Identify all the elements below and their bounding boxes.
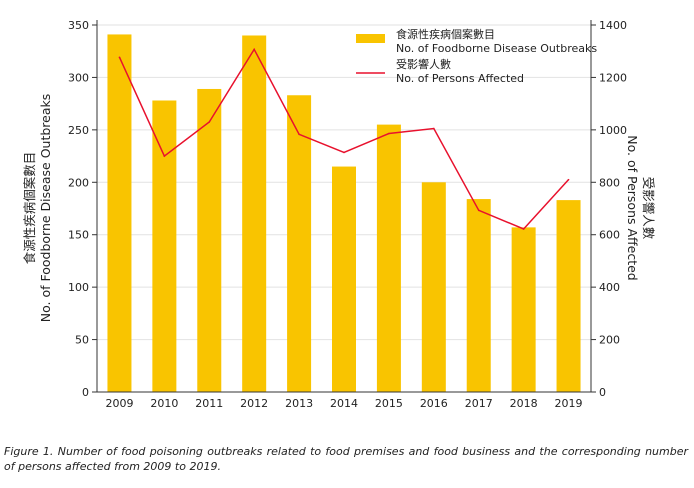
left-tick-label: 0 (82, 386, 89, 399)
right-tick-label: 600 (599, 229, 620, 242)
x-tick-label: 2013 (285, 397, 313, 410)
left-tick-label: 150 (68, 229, 89, 242)
x-tick-label: 2019 (555, 397, 583, 410)
legend-bar-label-zh: 食源性疾病個案數目 (396, 27, 495, 41)
right-tick-label: 0 (599, 386, 606, 399)
left-tick-label: 50 (75, 334, 89, 347)
line-point-2015 (388, 132, 390, 135)
x-tick-label: 2014 (330, 397, 358, 410)
bar-2011 (197, 88, 222, 392)
legend-line-label-zh: 受影響人數 (396, 57, 451, 71)
figure-caption: Figure 1. Number of food poisoning outbr… (4, 445, 688, 473)
bar-2016 (421, 182, 446, 392)
legend-bar-label-en: No. of Foodborne Disease Outbreaks (396, 42, 597, 55)
bar-2015 (376, 124, 401, 392)
right-axis-label-en: No. of Persons Affected (625, 135, 640, 281)
left-tick-label: 350 (68, 19, 89, 32)
right-tick-label: 800 (599, 176, 620, 189)
left-axis-label-zh: 食源性疾病個案數目 (22, 152, 37, 265)
legend-bar-swatch (356, 34, 385, 43)
right-axis-label-zh: 受影響人數 (641, 177, 656, 240)
x-tick-label: 2017 (465, 397, 493, 410)
left-tick-label: 200 (68, 176, 89, 189)
line-point-2013 (298, 133, 300, 136)
bar-2019 (556, 200, 581, 392)
line-point-2018 (522, 228, 525, 230)
right-tick-label: 1200 (599, 71, 627, 84)
x-tick-label: 2015 (375, 397, 403, 410)
x-tick-label: 2011 (195, 397, 223, 410)
bar-2009 (107, 34, 132, 393)
bar-2018 (511, 227, 536, 392)
line-point-2012 (253, 48, 255, 51)
legend: 食源性疾病個案數目 No. of Foodborne Disease Outbr… (356, 27, 597, 85)
x-tick-label: 2018 (510, 397, 538, 410)
left-axis-label-en: No. of Foodborne Disease Outbreaks (38, 94, 53, 323)
left-tick-label: 300 (68, 71, 89, 84)
x-tick-label: 2016 (420, 397, 448, 410)
axes: 0 50 100 150 200 250 300 350 0 200 400 600 800 1000 12… (68, 19, 627, 410)
bar-2013 (287, 95, 312, 393)
bar-2012 (242, 35, 267, 392)
x-tick-label: 2012 (240, 397, 268, 410)
x-tick-label: 2010 (150, 397, 178, 410)
line-point-2010 (163, 155, 166, 157)
right-tick-label: 400 (599, 281, 620, 294)
right-tick-label: 1400 (599, 19, 627, 32)
combo-chart: 0 50 100 150 200 250 300 350 0 200 400 600 800 1000 12… (22, 19, 656, 410)
x-tick-label: 2009 (105, 397, 133, 410)
persons-affected-line (118, 47, 570, 230)
legend-line-label-en: No. of Persons Affected (396, 72, 524, 85)
line-point-2014 (343, 151, 345, 154)
line-point-2017 (477, 209, 480, 212)
line-point-2019 (567, 178, 570, 181)
line-point-2009 (118, 56, 121, 59)
line-point-2016 (433, 127, 435, 130)
bars (107, 34, 581, 393)
bar-2010 (152, 100, 177, 393)
left-tick-label: 100 (68, 281, 89, 294)
right-tick-label: 200 (599, 334, 620, 347)
bar-2017 (466, 199, 491, 392)
right-tick-label: 1000 (599, 124, 627, 137)
line-point-2011 (208, 121, 211, 123)
bar-2014 (332, 166, 356, 392)
left-tick-label: 250 (68, 124, 89, 137)
